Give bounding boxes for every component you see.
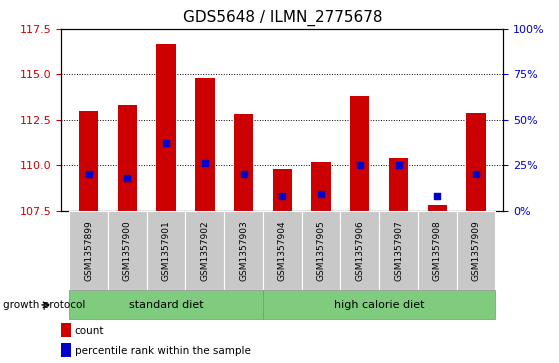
Bar (311, 162, 331, 211)
Point (278, 193, 287, 199)
Bar (389, 158, 408, 211)
Point (84, 171, 93, 177)
Point (316, 191, 325, 197)
Bar (195, 78, 215, 211)
Text: GSM1357902: GSM1357902 (200, 220, 209, 281)
Text: GSM1357900: GSM1357900 (123, 220, 132, 281)
Point (356, 162, 364, 168)
Bar (79, 111, 98, 211)
Text: percentile rank within the sample: percentile rank within the sample (75, 346, 250, 356)
Bar (234, 114, 253, 211)
Text: standard diet: standard diet (129, 300, 203, 310)
Bar (263, 290, 495, 319)
Bar (350, 96, 369, 211)
Title: GDS5648 / ILMN_2775678: GDS5648 / ILMN_2775678 (183, 10, 382, 26)
Bar (418, 211, 457, 290)
Point (433, 193, 442, 199)
Text: high calorie diet: high calorie diet (334, 300, 424, 310)
Bar (466, 113, 486, 211)
Bar (457, 211, 495, 290)
Bar (69, 290, 263, 319)
Bar (379, 211, 418, 290)
Text: GSM1357899: GSM1357899 (84, 220, 93, 281)
Bar (108, 211, 146, 290)
Bar (117, 105, 137, 211)
Text: growth protocol: growth protocol (3, 300, 85, 310)
Point (200, 160, 209, 166)
Point (471, 171, 480, 177)
Bar (224, 211, 263, 290)
Bar (428, 205, 447, 211)
Text: GSM1357908: GSM1357908 (433, 220, 442, 281)
Bar (146, 211, 186, 290)
Text: GSM1357901: GSM1357901 (162, 220, 170, 281)
Bar (340, 211, 379, 290)
Text: GSM1357907: GSM1357907 (394, 220, 403, 281)
Bar (186, 211, 224, 290)
Point (123, 175, 132, 181)
Text: count: count (75, 326, 104, 336)
Text: GSM1357906: GSM1357906 (356, 220, 364, 281)
Bar (157, 44, 176, 211)
Text: GSM1357905: GSM1357905 (316, 220, 325, 281)
Point (239, 171, 248, 177)
Point (162, 140, 170, 146)
Bar (302, 211, 340, 290)
Text: GSM1357909: GSM1357909 (471, 220, 481, 281)
Bar (61, 343, 71, 357)
Bar (263, 211, 302, 290)
Text: GSM1357904: GSM1357904 (278, 220, 287, 281)
Text: GSM1357903: GSM1357903 (239, 220, 248, 281)
Bar (61, 323, 71, 338)
Bar (69, 211, 108, 290)
Point (394, 162, 403, 168)
Bar (273, 169, 292, 211)
